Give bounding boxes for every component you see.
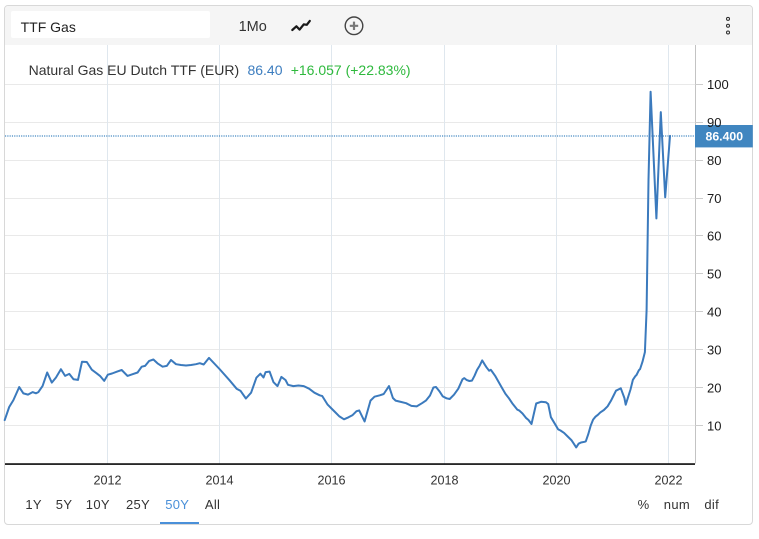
- svg-text:2012: 2012: [93, 474, 121, 488]
- svg-text:90: 90: [707, 115, 721, 130]
- svg-text:40: 40: [707, 305, 721, 320]
- svg-text:2020: 2020: [542, 474, 570, 488]
- svg-text:2016: 2016: [317, 474, 345, 488]
- svg-text:80: 80: [707, 153, 721, 168]
- svg-text:86.400: 86.400: [706, 130, 744, 144]
- svg-text:30: 30: [707, 342, 721, 357]
- svg-text:70: 70: [707, 191, 721, 206]
- svg-text:2022: 2022: [654, 474, 682, 488]
- svg-text:10: 10: [707, 418, 721, 433]
- svg-text:2018: 2018: [430, 474, 458, 488]
- svg-text:50: 50: [707, 267, 721, 282]
- svg-text:20: 20: [707, 380, 721, 395]
- svg-text:2014: 2014: [205, 474, 233, 488]
- svg-text:100: 100: [707, 77, 729, 92]
- svg-text:60: 60: [707, 229, 721, 244]
